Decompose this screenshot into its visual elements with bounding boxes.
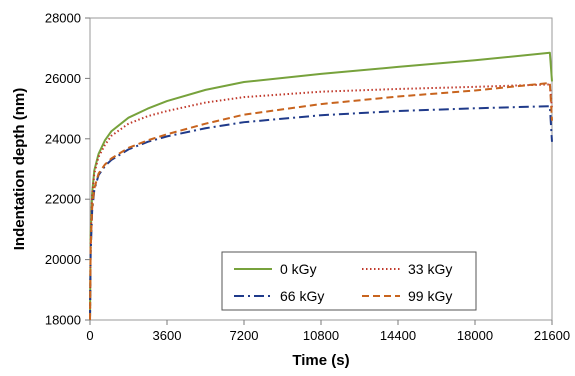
series-line-3 — [89, 81, 553, 321]
x-tick-label: 0 — [86, 328, 93, 343]
y-tick-label: 24000 — [45, 131, 81, 146]
x-tick-label: 7200 — [230, 328, 259, 343]
y-tick-label: 20000 — [45, 252, 81, 267]
x-axis-title: Time (s) — [292, 352, 349, 369]
x-tick-label: 3600 — [153, 328, 182, 343]
legend-label-0: 0 kGy — [280, 261, 317, 277]
x-axis: 0 3600 7200 10800 14400 18000 21600 — [86, 320, 570, 343]
series-line-1 — [89, 83, 553, 321]
legend-label-2: 66 kGy — [280, 288, 324, 304]
series-line-0 — [89, 51, 553, 321]
y-tick-label: 26000 — [45, 71, 81, 86]
legend-label-1: 33 kGy — [408, 261, 452, 277]
x-tick-label: 10800 — [303, 328, 339, 343]
x-tick-label: 21600 — [534, 328, 570, 343]
x-tick-label: 14400 — [380, 328, 416, 343]
y-tick-label: 22000 — [45, 192, 81, 207]
legend-box — [221, 251, 477, 311]
y-axis: 18000 20000 22000 24000 26000 28000 — [45, 11, 90, 328]
y-tick-label: 18000 — [45, 313, 81, 328]
series-layer — [89, 51, 553, 321]
y-tick-label: 28000 — [45, 11, 81, 26]
legend: 0 kGy 33 kGy 66 kGy 99 kGy — [221, 251, 477, 311]
legend-label-3: 99 kGy — [408, 288, 452, 304]
y-axis-title: Indentation depth (nm) — [11, 88, 28, 250]
x-tick-label: 18000 — [457, 328, 493, 343]
